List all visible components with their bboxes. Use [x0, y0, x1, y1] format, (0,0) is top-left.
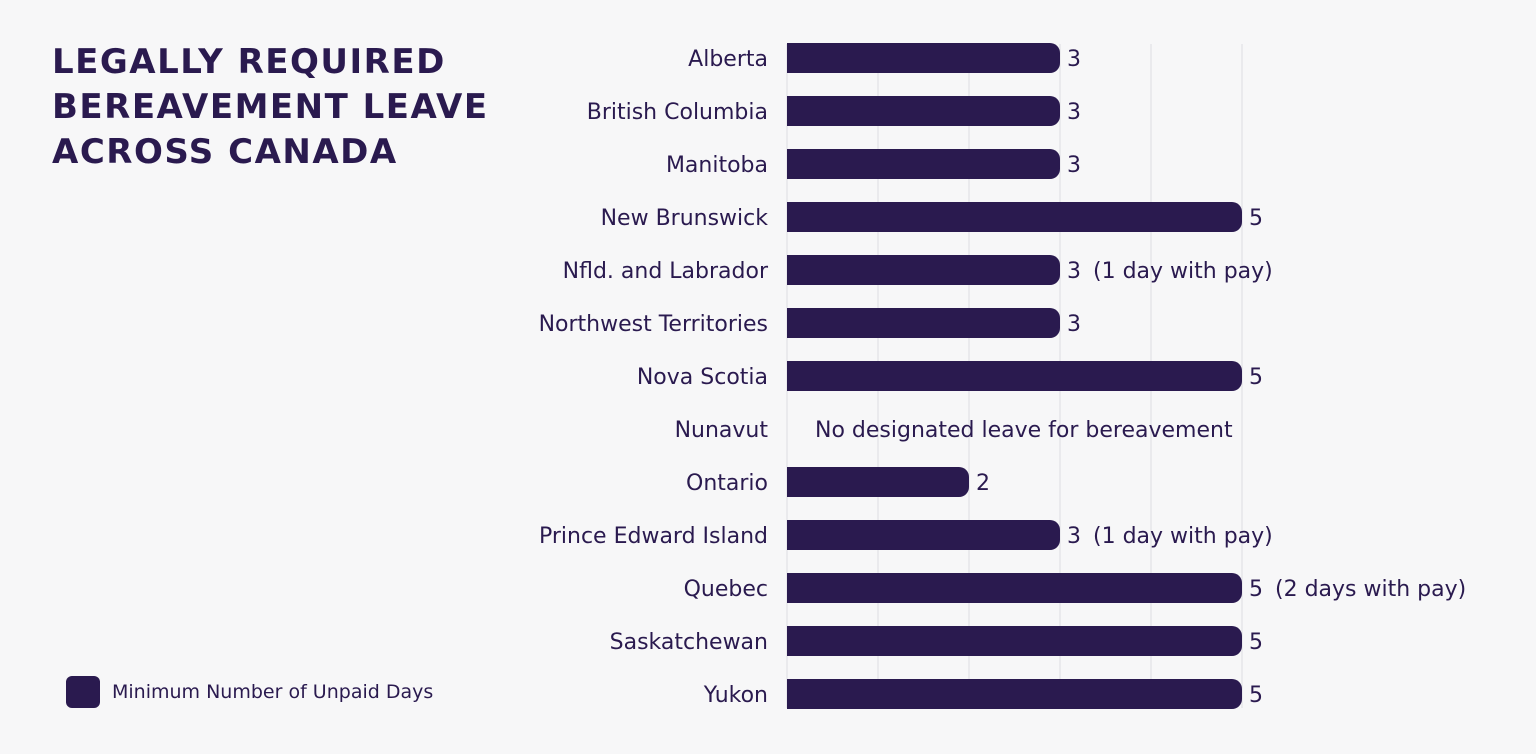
bar — [787, 679, 1242, 709]
bar-left-edge — [787, 96, 801, 126]
category-label: British Columbia — [587, 100, 768, 125]
bar — [787, 255, 1060, 285]
category-label: Nova Scotia — [637, 365, 768, 390]
bar — [787, 96, 1060, 126]
category-label: New Brunswick — [601, 206, 769, 231]
category-label: Prince Edward Island — [539, 524, 768, 549]
bar — [787, 361, 1242, 391]
value-label: 5 — [1249, 577, 1263, 602]
value-label: 5 — [1249, 365, 1263, 390]
bar-left-edge — [787, 626, 801, 656]
value-label: 2 — [976, 471, 990, 496]
bar-left-edge — [787, 308, 801, 338]
bar — [787, 520, 1060, 550]
bar-left-edge — [787, 43, 801, 73]
category-label: Northwest Territories — [539, 312, 768, 337]
bar — [787, 43, 1060, 73]
value-label: 5 — [1249, 206, 1263, 231]
category-label: Quebec — [684, 577, 768, 602]
labels: Alberta 3 British Columbia 3 Manitoba 3 New Br… — [539, 47, 1467, 708]
bar-annotation: (1 day with pay) — [1093, 259, 1273, 284]
value-label: 3 — [1067, 47, 1081, 72]
bar-left-edge — [787, 202, 801, 232]
bar-left-edge — [787, 573, 801, 603]
value-label: 3 — [1067, 524, 1081, 549]
legend-swatch — [66, 676, 100, 708]
legend-label: Minimum Number of Unpaid Days — [112, 681, 434, 703]
legend: Minimum Number of Unpaid Days — [66, 676, 433, 708]
category-label: Yukon — [703, 683, 768, 708]
value-label: 3 — [1067, 259, 1081, 284]
value-label: 5 — [1249, 683, 1263, 708]
bar — [787, 467, 969, 497]
bar-annotation: (1 day with pay) — [1093, 524, 1273, 549]
bar-left-edge — [787, 149, 801, 179]
value-label: 5 — [1249, 630, 1263, 655]
bar — [787, 308, 1060, 338]
bar-left-edge — [787, 679, 801, 709]
bar-left-edge — [787, 255, 801, 285]
category-label: Saskatchewan — [610, 630, 768, 655]
bar-left-edge — [787, 520, 801, 550]
bar-left-edge — [787, 361, 801, 391]
bar-annotation: (2 days with pay) — [1275, 577, 1466, 602]
category-label: Manitoba — [666, 153, 768, 178]
bar-annotation: No designated leave for bereavement — [815, 418, 1233, 443]
category-label: Nunavut — [675, 418, 769, 443]
bar-left-edge — [787, 467, 801, 497]
bar — [787, 149, 1060, 179]
value-label: 3 — [1067, 312, 1081, 337]
category-label: Alberta — [688, 47, 768, 72]
chart-title: LEGALLY REQUIRED BEREAVEMENT LEAVE ACROS… — [52, 42, 489, 172]
category-label: Ontario — [686, 471, 768, 496]
bar — [787, 573, 1242, 603]
bar — [787, 202, 1242, 232]
category-label: Nfld. and Labrador — [563, 259, 769, 284]
bar — [787, 626, 1242, 656]
bars — [787, 43, 1242, 709]
value-label: 3 — [1067, 153, 1081, 178]
value-label: 3 — [1067, 100, 1081, 125]
